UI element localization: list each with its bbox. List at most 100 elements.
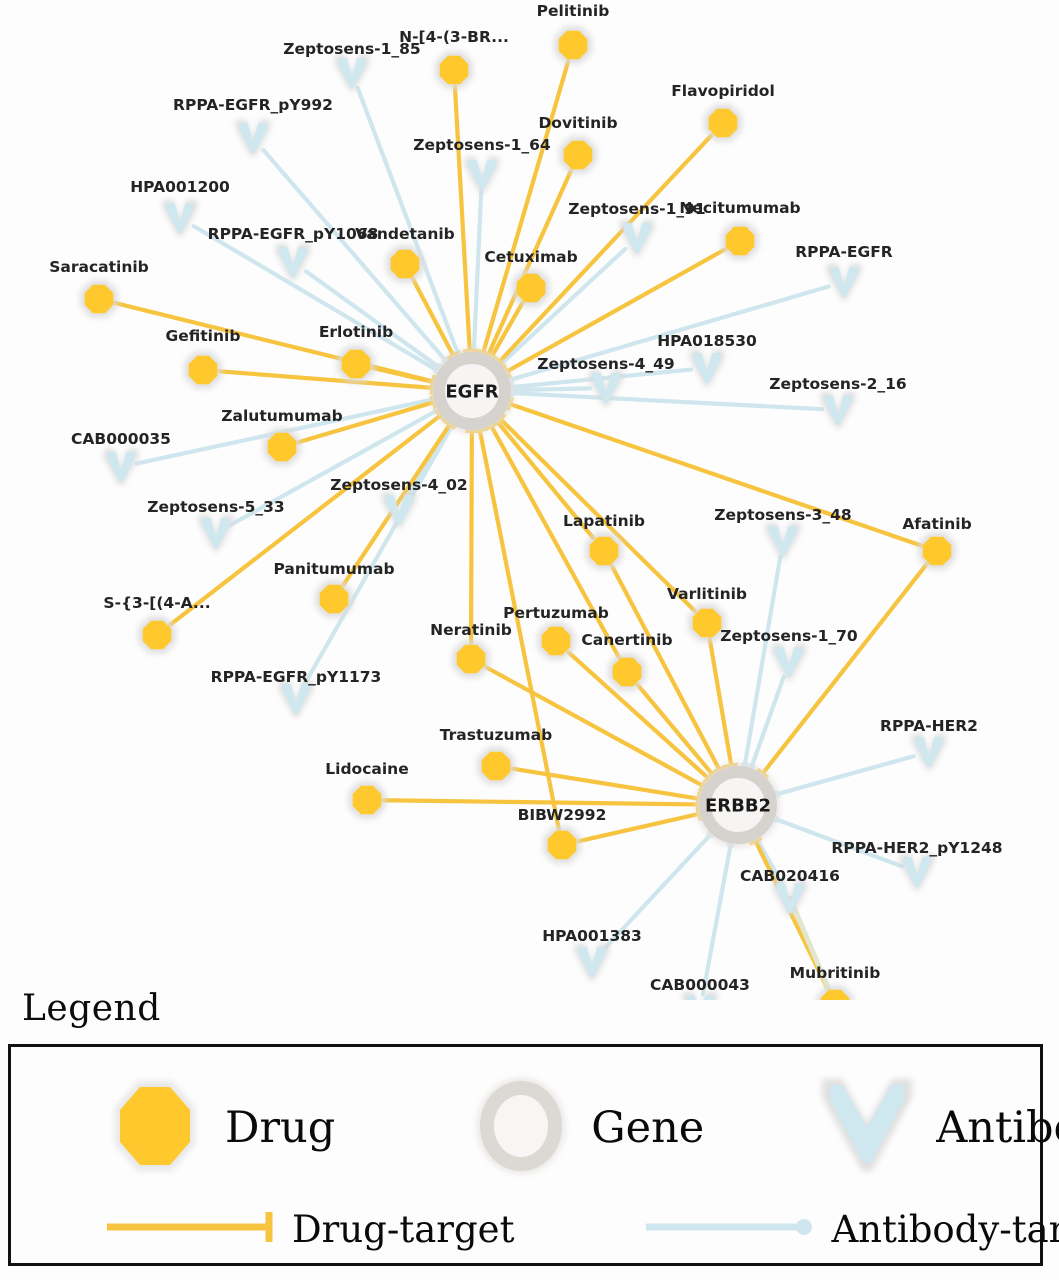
- antibody-node[interactable]: [163, 200, 197, 236]
- edge[interactable]: [380, 798, 701, 807]
- drug-node-label: S-{3-[(4-A...: [103, 594, 210, 612]
- antibody-node[interactable]: [766, 523, 800, 559]
- edge[interactable]: [301, 423, 455, 688]
- antibody-node[interactable]: [199, 515, 233, 551]
- edge[interactable]: [355, 85, 460, 356]
- drug-node[interactable]: [263, 428, 301, 466]
- drug-node[interactable]: [184, 351, 222, 389]
- drug-node[interactable]: [477, 747, 515, 785]
- antibody-node[interactable]: [821, 392, 855, 428]
- edge[interactable]: [742, 554, 783, 768]
- drug-node[interactable]: [608, 653, 646, 691]
- gene-node[interactable]: [696, 763, 780, 847]
- edge[interactable]: [707, 636, 734, 768]
- edge[interactable]: [773, 816, 905, 869]
- antibody-node[interactable]: [900, 854, 934, 890]
- drug-node[interactable]: [138, 616, 176, 654]
- antibody-node[interactable]: [279, 681, 313, 717]
- drug-node[interactable]: [704, 104, 742, 142]
- edge[interactable]: [468, 428, 474, 646]
- edge[interactable]: [509, 390, 825, 412]
- edge[interactable]: [507, 401, 924, 548]
- antibody-node[interactable]: [690, 350, 724, 386]
- edge[interactable]: [609, 563, 722, 772]
- antibody-node[interactable]: [104, 449, 138, 485]
- drug-node-label: Canertinib: [581, 631, 672, 649]
- edge[interactable]: [755, 837, 785, 887]
- edge[interactable]: [489, 423, 622, 661]
- edge[interactable]: [191, 224, 440, 373]
- antibody-node[interactable]: [276, 244, 310, 280]
- drug-node[interactable]: [348, 781, 386, 819]
- edge[interactable]: [509, 766, 701, 801]
- drug-node[interactable]: [554, 26, 592, 64]
- nodes-layer[interactable]: [80, 26, 956, 1001]
- drug-node[interactable]: [80, 280, 118, 318]
- edge[interactable]: [508, 284, 831, 382]
- labels-layer: Zeptosens-1_85 RPPA-EGFR_pY992 Zeptosens-1…: [49, 2, 1002, 994]
- antibody-node[interactable]: [620, 220, 654, 256]
- drug-node[interactable]: [386, 245, 424, 283]
- edge[interactable]: [216, 369, 435, 390]
- antibody-node[interactable]: [465, 157, 499, 193]
- edge[interactable]: [471, 188, 484, 354]
- drug-node[interactable]: [721, 222, 759, 260]
- edge[interactable]: [369, 365, 436, 385]
- network-svg[interactable]: Zeptosens-1_85 RPPA-EGFR_pY992 Zeptosens-1…: [0, 0, 1059, 1000]
- drug-node[interactable]: [537, 622, 575, 660]
- edge[interactable]: [575, 811, 702, 844]
- drug-node[interactable]: [688, 604, 726, 642]
- edge[interactable]: [495, 419, 596, 541]
- drug-node[interactable]: [512, 269, 550, 307]
- special-edge[interactable]: [787, 895, 837, 1000]
- antibody-node[interactable]: [912, 734, 946, 770]
- gene-node[interactable]: [430, 349, 514, 433]
- edge[interactable]: [498, 417, 698, 614]
- edge[interactable]: [774, 754, 916, 797]
- drug-node[interactable]: [918, 532, 956, 570]
- antibody-node[interactable]: [382, 492, 416, 528]
- antibody-node-label: CAB000043: [650, 976, 750, 994]
- edge[interactable]: [565, 649, 711, 781]
- drug-node[interactable]: [559, 136, 597, 174]
- drug-node[interactable]: [816, 985, 854, 1001]
- edge[interactable]: [452, 83, 472, 354]
- antibody-node[interactable]: [335, 55, 369, 91]
- edge[interactable]: [261, 147, 448, 363]
- edge[interactable]: [481, 58, 571, 355]
- antibody-node[interactable]: [236, 120, 270, 156]
- edge[interactable]: [167, 413, 443, 628]
- edge[interactable]: [504, 246, 729, 374]
- edge[interactable]: [749, 674, 786, 770]
- drug-node[interactable]: [315, 580, 353, 618]
- edge[interactable]: [489, 299, 526, 359]
- edge[interactable]: [227, 408, 440, 528]
- edge[interactable]: [600, 832, 713, 953]
- edge[interactable]: [760, 561, 930, 776]
- drug-node[interactable]: [435, 51, 473, 89]
- network-canvas[interactable]: Zeptosens-1_85 RPPA-EGFR_pY992 Zeptosens-1…: [0, 0, 1059, 1000]
- drug-node[interactable]: [543, 826, 581, 864]
- edge[interactable]: [700, 842, 733, 997]
- edge[interactable]: [477, 428, 561, 832]
- antibody-node[interactable]: [575, 944, 609, 980]
- edge[interactable]: [497, 132, 715, 364]
- antibody-node[interactable]: [827, 264, 861, 300]
- gene-node-label: EGFR: [445, 382, 498, 403]
- antibody-node[interactable]: [683, 992, 717, 1000]
- edge[interactable]: [499, 246, 628, 366]
- edge[interactable]: [509, 386, 593, 393]
- antibody-node[interactable]: [589, 370, 623, 406]
- edge[interactable]: [410, 276, 456, 358]
- edge[interactable]: [482, 664, 706, 788]
- edge[interactable]: [486, 167, 574, 357]
- antibody-node[interactable]: [773, 880, 807, 916]
- edge[interactable]: [303, 269, 442, 370]
- antibody-node[interactable]: [772, 644, 806, 680]
- edge[interactable]: [635, 682, 715, 777]
- drug-node[interactable]: [452, 640, 490, 678]
- drug-node[interactable]: [337, 345, 375, 383]
- drug-node[interactable]: [585, 532, 623, 570]
- antibody-node-label: Zeptosens-1_64: [413, 136, 551, 154]
- edge[interactable]: [295, 400, 436, 445]
